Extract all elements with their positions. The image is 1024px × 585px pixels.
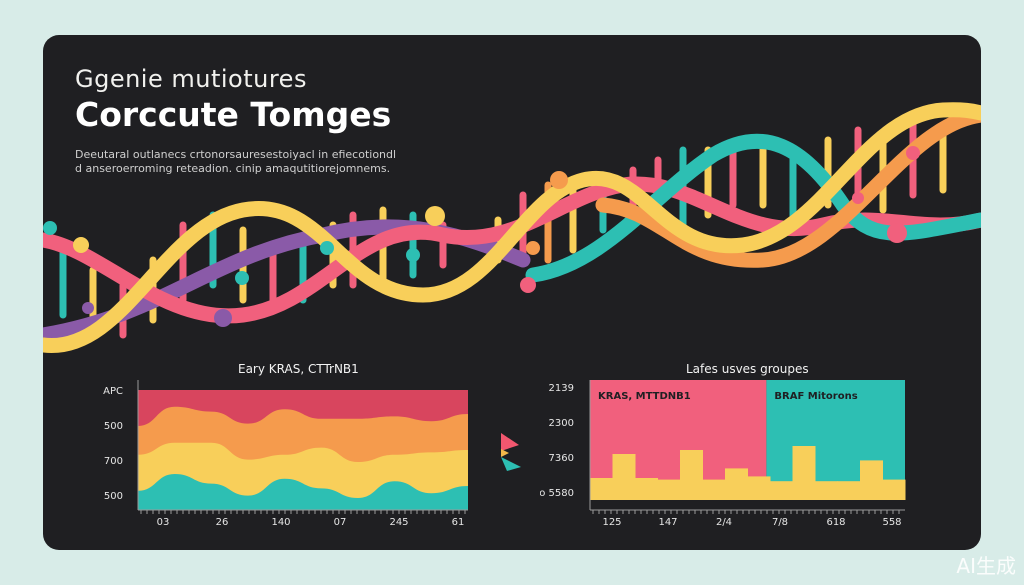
bar-segment-label: BRAF Mitorons (774, 391, 857, 402)
right-x-tick-label: 618 (826, 517, 845, 528)
helix-strand-yellow (43, 102, 981, 353)
forward-arrow-icon-top (501, 433, 519, 451)
subtitle-line-1: Deeutaral outlanecs crtonorsauresestoiya… (75, 148, 397, 161)
right-x-tick-label: 7/8 (772, 517, 788, 528)
bar-mark (702, 479, 726, 500)
right-bar-chart: KRAS, MTTDNB1 BRAF Mitorons 2139 2300 7360 t… (540, 380, 906, 528)
left-area-chart: APC 500 700 500 03 26 140 07 245 61 (103, 380, 468, 528)
bar-mark (747, 476, 771, 500)
right-y-tick-label: 7360 (549, 453, 574, 464)
right-y-tick-label: 2139 (549, 383, 574, 394)
right-x-tick-label: 147 (658, 517, 677, 528)
right-chart-title: Lafes usves groupes (686, 362, 809, 376)
bar-mark (725, 468, 748, 500)
area-series-0 (138, 474, 468, 510)
bar-mark (657, 479, 681, 500)
bar-mark (680, 450, 703, 500)
forward-arrow-icon-mid (501, 449, 509, 457)
forward-arrow-icon (501, 433, 521, 471)
left-x-tick-label: 07 (334, 517, 347, 528)
left-x-tick-label: 140 (271, 517, 290, 528)
left-x-tick-label: 61 (452, 517, 465, 528)
left-x-tick-label: 03 (157, 517, 170, 528)
helix-strand-orange (595, 107, 981, 268)
bar-mark (792, 446, 816, 500)
bar-mark (815, 481, 838, 500)
bar-mark (882, 479, 906, 500)
bar-segment-label: KRAS, MTTDNB1 (598, 391, 691, 402)
bar-mark (612, 454, 636, 500)
bar-mark (590, 478, 613, 500)
right-y-tick-label: to 5580 (540, 488, 574, 499)
forward-arrow-icon-bottom (501, 457, 521, 471)
bar-mark (770, 481, 793, 500)
left-y-tick-label: 700 (104, 456, 123, 467)
dna-helix-illustration (43, 102, 981, 353)
bar-mark (635, 478, 658, 500)
right-x-tick-label: 125 (602, 517, 621, 528)
left-y-tick-label: 500 (104, 421, 123, 432)
left-y-tick-label: 500 (104, 491, 123, 502)
right-x-tick-label: 2/4 (716, 517, 732, 528)
right-y-tick-label: 2300 (549, 418, 574, 429)
page-title: Corccute Tomges (75, 95, 392, 134)
left-x-tick-label: 245 (389, 517, 408, 528)
right-x-tick-label: 558 (882, 517, 901, 528)
helix-nodes (43, 146, 920, 327)
left-y-tick-label: APC (103, 386, 123, 397)
left-x-tick-label: 26 (216, 517, 229, 528)
bar-mark (837, 481, 861, 500)
left-chart-title: Eary KRAS, CTTrNB1 (238, 362, 359, 376)
subtitle-line-2: d anseroerroming reteadion. cinip amaqut… (75, 162, 391, 175)
ai-generated-watermark: AI生成 (956, 554, 1016, 578)
bar-mark (860, 460, 883, 500)
header-kicker: Ggenie mutiotures (75, 65, 307, 93)
infographic-card: Ggenie mutiotures Corccute Tomges Deeuta… (43, 35, 981, 550)
